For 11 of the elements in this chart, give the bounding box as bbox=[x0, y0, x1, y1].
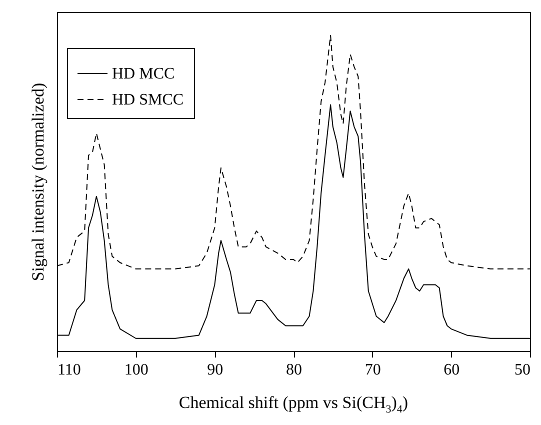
y-axis-title: Signal intensity (normalized) bbox=[28, 82, 48, 282]
x-tick-label: 80 bbox=[286, 362, 302, 378]
x-tick-label: 50 bbox=[514, 362, 530, 378]
x-tick-label: 60 bbox=[444, 362, 460, 378]
legend-label: HD SMCC bbox=[112, 92, 184, 108]
x-tick-label: 100 bbox=[124, 362, 148, 378]
x-tick-label: 70 bbox=[364, 362, 381, 378]
x-tick-label: 90 bbox=[207, 362, 224, 378]
x-axis-title: Chemical shift (ppm vs Si(CH$_{3}$)$_{4}$) bbox=[178, 393, 410, 416]
x-tick-label: 110 bbox=[58, 362, 81, 378]
legend-label: HD MCC bbox=[112, 66, 175, 82]
